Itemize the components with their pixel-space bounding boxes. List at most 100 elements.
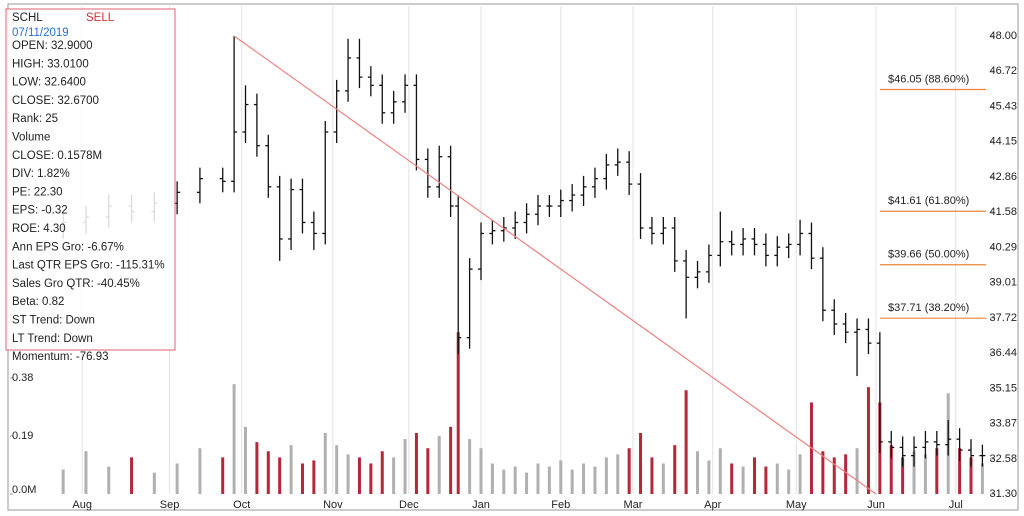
info-line: DIV: 1.82% [12,168,70,180]
volume-bar [266,451,270,494]
overlay-layer: $46.05 (88.60%) $41.61 (61.80%) $39.66 (50… [233,35,986,495]
volume-bar [912,451,916,494]
volume-bar [764,466,768,494]
y-tick-label: 48.00 [989,30,1017,42]
x-tick-label: Feb [551,499,570,511]
volume-bar [661,463,665,494]
volume-tick-label: 0.0M [12,484,36,496]
volume-bar [456,332,460,494]
volume-bar [844,454,848,494]
volume-bar [696,451,700,494]
volume-bar [244,426,248,494]
y-tick-label: 37.72 [989,312,1017,324]
volume-bar [369,463,373,494]
volume-bar [866,387,870,494]
volume-bar [730,463,734,494]
y-tick-label: 36.44 [989,347,1017,359]
volume-bar [289,445,293,494]
x-tick-label: Jun [867,499,885,511]
volume-bar [935,448,939,494]
volume-bar [616,454,620,494]
y-tick-label: 39.01 [989,276,1017,288]
volume-bar [639,432,643,494]
volume-bar [855,448,859,494]
volume-bar [718,448,722,494]
volume-bar [278,457,282,494]
info-line: EPS: -0.32 [12,205,68,217]
volume-bar [107,466,111,494]
y-tick-label: 31.30 [989,488,1017,500]
x-tick-label: Aug [72,499,92,511]
volume-bar [323,432,327,494]
info-line: LT Trend: Down [12,333,93,345]
grid: Aug Sep Oct Nov Dec Jan Feb Mar Apr May Jun Jul 48.0… [10,6,1017,511]
volume-bar [923,454,927,494]
y-tick-label: 33.87 [989,417,1017,429]
y-tick-label: 42.86 [989,171,1017,183]
volume-bar [513,466,517,494]
volume-bar [468,439,472,494]
y-tick-label: 46.72 [989,65,1017,77]
volume-bar [901,457,905,494]
info-line: Momentum: -76.93 [12,351,109,363]
volume-bar [958,448,962,494]
info-line: Ann EPS Gro: -6.67% [12,241,124,253]
volume-bar [673,445,677,494]
y-tick-label: 44.15 [989,135,1017,147]
fib-label: $46.05 (88.60%) [888,73,969,85]
volume-bar [312,460,316,494]
info-line: ST Trend: Down [12,315,95,327]
volume-bar [479,448,483,494]
info-line: Sales Gro QTR: -40.45% [12,278,140,290]
x-tick-label: Apr [704,499,721,511]
x-tick-label: Dec [399,499,419,511]
volume-bar [889,445,893,494]
x-tick-label: Mar [623,499,642,511]
volume-bar [741,466,745,494]
volume-bar [627,448,631,494]
volume-bar [84,451,88,494]
y-tick-label: 32.58 [989,453,1017,465]
volume-bar [152,472,156,494]
volume-bar [832,457,836,494]
volume-bar [490,463,494,494]
volume-bar [335,445,339,494]
volume-bar [650,457,654,494]
volume-bar [582,463,586,494]
info-line: LOW: 32.6400 [12,77,86,89]
volume-bar [536,463,540,494]
info-panel: SCHL SELL 07/11/2019 OPEN: 32.9000 HIGH: … [5,8,176,363]
volume-tick-label: 0.38 [12,372,33,384]
y-tick-label: 40.29 [989,241,1017,253]
x-tick-label: Jan [472,499,490,511]
volume-bar [559,460,563,494]
volume-bar [525,472,529,494]
volume-bar [300,463,304,494]
volume-bar [437,436,441,494]
trend-line [233,35,877,495]
volume-bar [798,454,802,494]
volume-layer [61,332,984,494]
volume-bar [547,466,551,494]
fib-label: $37.71 (38.20%) [888,302,969,314]
volume-bar [130,457,134,494]
volume-bar [684,390,688,494]
x-tick-label: Jul [949,499,963,511]
y-tick-label: 45.43 [989,100,1017,112]
volume-bar [403,439,407,494]
volume-bar [980,463,984,494]
volume-bar [821,451,825,494]
x-tick-label: May [786,499,807,511]
info-line: CLOSE: 0.1578M [12,150,102,162]
info-line: Beta: 0.82 [12,296,64,308]
volume-bar [787,469,791,494]
info-line: PE: 22.30 [12,186,63,198]
volume-bar [221,457,225,494]
info-line: ROE: 4.30 [12,223,66,235]
volume-bar [752,457,756,494]
volume-bar [357,457,361,494]
volume-bar [969,457,973,494]
info-line: HIGH: 33.0100 [12,58,89,70]
info-line: Last QTR EPS Gro: -115.31% [12,260,165,272]
